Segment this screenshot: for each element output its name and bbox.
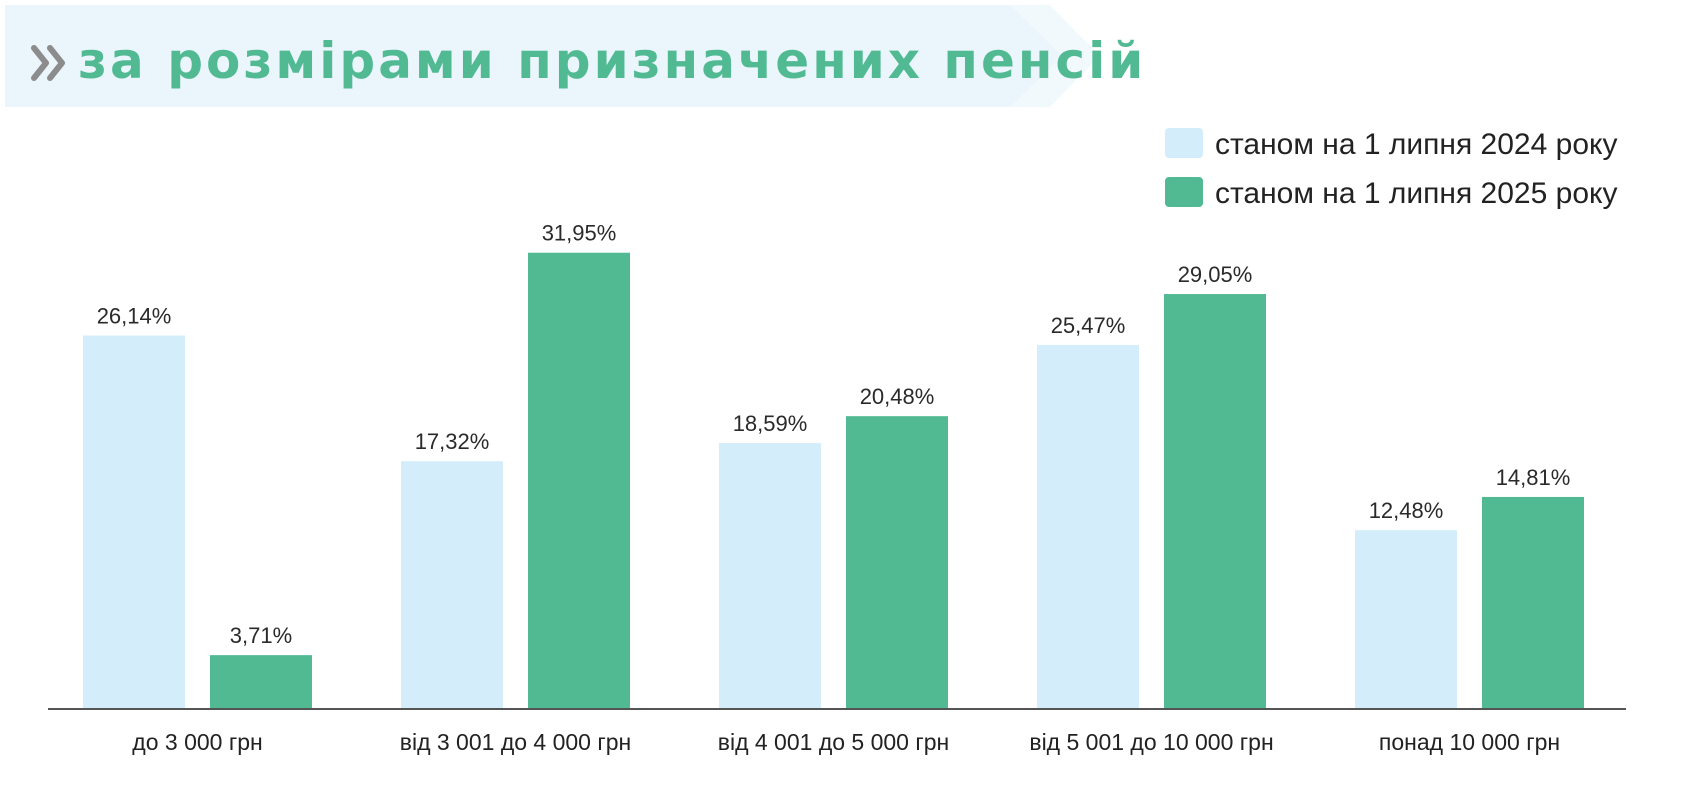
category-label-0: до 3 000 грн <box>132 729 262 755</box>
bar-2024-cat-4 <box>1355 530 1457 708</box>
value-label-2024-cat-0: 26,14% <box>97 304 172 329</box>
category-label-4: понад 10 000 грн <box>1379 729 1560 755</box>
bar-2025-cat-2 <box>846 416 948 708</box>
bar-2024-cat-0 <box>83 335 185 708</box>
header-banner: за розмірами призначених пенсій <box>5 5 1146 107</box>
value-label-2025-cat-3: 29,05% <box>1178 262 1253 287</box>
value-label-2025-cat-2: 20,48% <box>860 384 935 409</box>
legend: станом на 1 липня 2024 року станом на 1 … <box>1165 128 1617 210</box>
category-labels: до 3 000 грн від 3 001 до 4 000 грн від 4 … <box>132 729 1560 755</box>
category-label-1: від 3 001 до 4 000 грн <box>400 729 632 755</box>
bar-2025-cat-4 <box>1482 496 1584 708</box>
value-label-2025-cat-4: 14,81% <box>1496 465 1571 490</box>
legend-item-2025: станом на 1 липня 2025 року <box>1165 177 1617 210</box>
bar-2025-cat-1 <box>528 252 630 708</box>
value-label-2024-cat-3: 25,47% <box>1051 313 1126 338</box>
banner-background <box>5 5 1062 107</box>
value-label-2025-cat-0: 3,71% <box>230 623 292 648</box>
double-chevron-right-icon <box>31 45 65 81</box>
bar-2024-cat-2 <box>719 443 821 708</box>
legend-swatch-2025 <box>1165 177 1203 207</box>
value-label-2025-cat-1: 31,95% <box>542 221 617 246</box>
category-label-3: від 5 001 до 10 000 грн <box>1029 729 1273 755</box>
value-labels: 26,14% 3,71% 17,32% 31,95% 18,59% 20,48% 25,47… <box>97 221 1571 648</box>
value-label-2024-cat-4: 12,48% <box>1369 498 1444 523</box>
legend-item-2024: станом на 1 липня 2024 року <box>1165 128 1617 161</box>
value-label-2024-cat-1: 17,32% <box>415 429 490 454</box>
legend-swatch-2024 <box>1165 128 1203 158</box>
value-label-2024-cat-2: 18,59% <box>733 411 808 436</box>
bar-2025-cat-0 <box>210 655 312 708</box>
category-label-2: від 4 001 до 5 000 грн <box>718 729 950 755</box>
bar-2025-cat-3 <box>1164 294 1266 708</box>
legend-label-2024: станом на 1 липня 2024 року <box>1215 128 1617 161</box>
bar-2024-cat-3 <box>1037 345 1139 708</box>
bar-2024-cat-1 <box>401 461 503 708</box>
page-title: за розмірами призначених пенсій <box>78 32 1146 90</box>
bars <box>83 252 1584 708</box>
legend-label-2025: станом на 1 липня 2025 року <box>1215 177 1617 210</box>
